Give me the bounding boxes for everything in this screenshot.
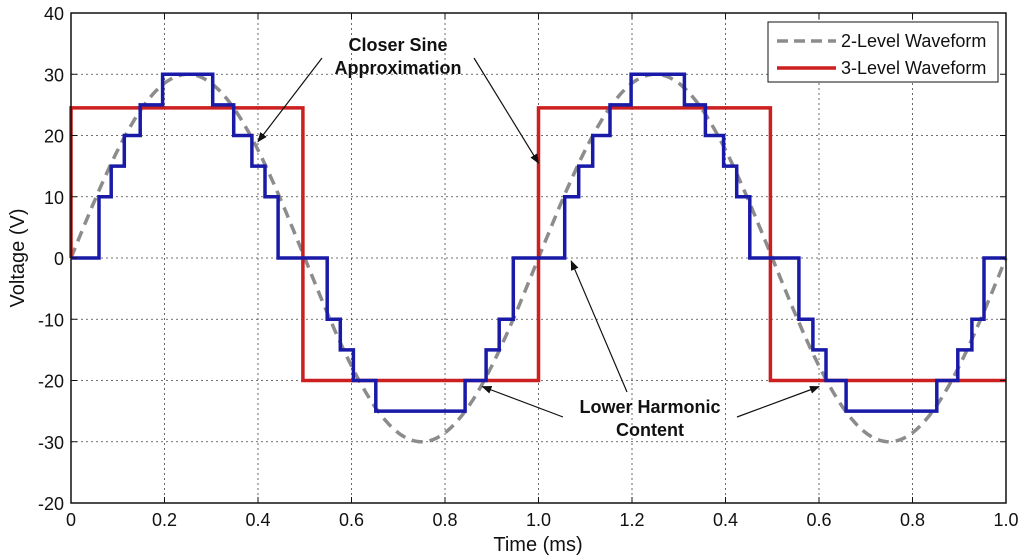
annotation-arrow xyxy=(570,260,628,393)
axis-ticks: 0 0.2 0.4 0.6 0.8 1.0 1.2 0.4 0.6 0.8 1.0 40 30 20 10 0… xyxy=(38,4,1019,530)
x-tick-label: 0.4 xyxy=(245,510,270,530)
x-tick-label: 0.6 xyxy=(339,510,364,530)
x-tick-label: 1.2 xyxy=(619,510,644,530)
legend-box xyxy=(767,21,999,83)
x-axis-label: Time (ms) xyxy=(493,534,582,556)
x-tick-label: 1.0 xyxy=(993,510,1018,530)
annotations: Closer Sine Approximation Lower Harmonic Co… xyxy=(257,35,820,440)
x-tick-label: 0.8 xyxy=(432,510,457,530)
series-3-level xyxy=(69,106,1006,383)
annotation-lower-harmonic: Lower Harmonic xyxy=(579,397,720,417)
legend-label: 2-Level Waveform xyxy=(841,31,986,51)
y-tick-label: 0 xyxy=(54,249,64,269)
annotation-closer-sine: Approximation xyxy=(334,58,461,78)
grid-lines xyxy=(71,13,1006,503)
annotation-closer-sine: Closer Sine xyxy=(348,35,447,55)
annotation-arrow xyxy=(473,57,540,164)
legend: 2-Level Waveform 3-Level Waveform xyxy=(767,21,999,83)
y-tick-label: -10 xyxy=(38,310,64,330)
y-tick-label: 30 xyxy=(44,65,64,85)
x-tick-label: 0.4 xyxy=(713,510,738,530)
annotation-arrow xyxy=(481,386,564,418)
annotation-arrow xyxy=(257,57,323,143)
y-tick-label: 40 xyxy=(44,4,64,24)
annotation-arrow xyxy=(736,386,820,418)
y-tick-label: -30 xyxy=(38,433,64,453)
y-tick-label: -20 xyxy=(38,494,64,514)
x-tick-label: 0.6 xyxy=(806,510,831,530)
y-tick-label: 20 xyxy=(44,127,64,147)
x-tick-label: 0.2 xyxy=(152,510,177,530)
plot-series xyxy=(69,72,1008,444)
annotation-lower-harmonic: Content xyxy=(616,420,684,440)
series-multilevel-staircase xyxy=(71,72,1006,413)
y-axis-label: Voltage (V) xyxy=(7,209,29,308)
x-tick-label: 1.0 xyxy=(526,510,551,530)
x-tick-label: 0.8 xyxy=(900,510,925,530)
y-tick-label: -20 xyxy=(38,372,64,392)
y-tick-label: 10 xyxy=(44,188,64,208)
x-tick-label: 0 xyxy=(66,510,76,530)
legend-label: 3-Level Waveform xyxy=(841,58,986,78)
